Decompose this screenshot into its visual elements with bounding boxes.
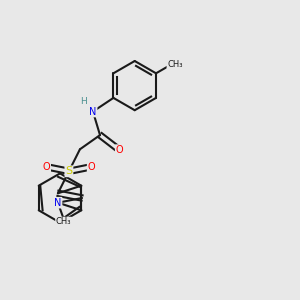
Text: CH₃: CH₃	[56, 218, 71, 226]
Text: O: O	[116, 145, 123, 155]
Text: O: O	[88, 162, 95, 172]
Text: S: S	[65, 166, 73, 176]
Text: CH₃: CH₃	[167, 60, 183, 69]
Text: N: N	[54, 198, 61, 208]
Text: H: H	[81, 97, 87, 106]
Text: O: O	[43, 162, 50, 172]
Text: N: N	[89, 106, 97, 116]
